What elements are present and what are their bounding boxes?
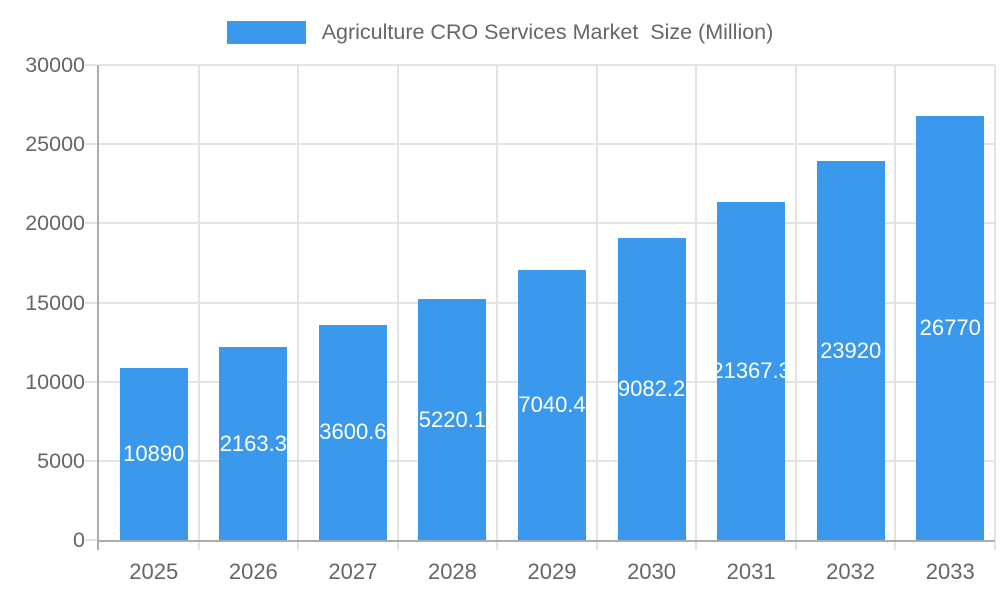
y-tick-mark xyxy=(85,143,97,146)
bar-value-label-2028: 15220.15 xyxy=(418,406,487,432)
x-axis-label-2026: 2026 xyxy=(228,559,278,584)
gridline-x-3 xyxy=(397,65,399,540)
x-tick-mark xyxy=(496,542,498,550)
bar-2031[interactable]: 21367.3 xyxy=(717,201,786,540)
plot-area: 0 5000 10000 15000 20000 25000 30000 10890 2025 1… xyxy=(25,53,996,584)
x-tick-mark xyxy=(795,542,797,550)
bar-2033[interactable]: 26770 xyxy=(916,116,985,540)
bar-value-label-2033: 26770 xyxy=(919,315,981,341)
bar-value-label-2030: 19082.25 xyxy=(617,375,686,401)
x-axis-label-2028: 2028 xyxy=(427,559,477,584)
bar-value-label-2032: 23920 xyxy=(820,337,882,363)
bar-2027[interactable]: 13600.65 xyxy=(318,324,387,540)
bar-value-label-2026: 12163.35 xyxy=(219,430,287,456)
y-axis-label-20000: 20000 xyxy=(25,211,85,236)
gridline-y-30000 xyxy=(99,64,995,66)
bar-value-label-2029: 17040.45 xyxy=(518,392,586,418)
x-tick-mark xyxy=(994,542,996,550)
x-axis-label-2029: 2029 xyxy=(527,559,577,584)
y-tick-mark xyxy=(85,64,97,66)
y-axis-label-15000: 15000 xyxy=(25,290,85,315)
x-tick-mark xyxy=(695,542,697,550)
bar-value-label-2031: 21367.3 xyxy=(717,357,786,383)
gridline-y-20000 xyxy=(99,222,995,225)
y-axis-label-5000: 5000 xyxy=(37,448,85,473)
bar-2030[interactable]: 19082.25 xyxy=(617,237,686,540)
gridline-x-1 xyxy=(198,65,200,540)
bar-2029[interactable]: 17040.45 xyxy=(518,270,586,540)
x-tick-mark xyxy=(397,542,399,550)
gridline-x-9 xyxy=(994,65,996,540)
gridline-x-5 xyxy=(596,65,598,540)
y-tick-mark xyxy=(85,380,97,383)
x-tick-mark xyxy=(198,542,200,550)
x-tick-mark xyxy=(894,542,896,550)
legend-label: Agriculture CRO Services Market Size (Mi… xyxy=(321,20,774,44)
bar-2028[interactable]: 15220.15 xyxy=(418,299,487,540)
y-tick-mark xyxy=(85,539,97,541)
y-axis-label-30000: 30000 xyxy=(25,53,85,77)
x-axis-label-2025: 2025 xyxy=(129,559,179,584)
gridline-x-6 xyxy=(695,65,697,540)
y-tick-mark xyxy=(85,459,97,462)
y-tick-mark xyxy=(85,301,97,304)
y-axis-label-25000: 25000 xyxy=(25,132,85,157)
gridline-x-4 xyxy=(496,65,498,540)
x-tick-mark xyxy=(297,542,299,550)
x-axis-label-2031: 2031 xyxy=(726,559,776,584)
x-tick-mark xyxy=(596,542,598,550)
gridline-x-2 xyxy=(297,65,299,540)
y-axis-label-0: 0 xyxy=(73,528,85,552)
x-axis-label-2027: 2027 xyxy=(328,559,378,584)
gridline-x-7 xyxy=(795,65,797,540)
gridline-y-25000 xyxy=(99,143,995,146)
bar-2026[interactable]: 12163.35 xyxy=(219,347,288,540)
legend[interactable]: Agriculture CRO Services Market Size (Mi… xyxy=(0,19,1000,45)
x-axis-label-2030: 2030 xyxy=(627,559,677,584)
legend-color-swatch-icon xyxy=(226,20,306,44)
bar-2032[interactable]: 23920 xyxy=(816,161,885,540)
x-axis-label-2033: 2033 xyxy=(925,559,975,584)
gridline-x-8 xyxy=(894,65,896,540)
y-tick-mark xyxy=(85,222,97,225)
bar-value-label-2025: 10890 xyxy=(123,440,185,466)
bar-value-label-2027: 13600.65 xyxy=(319,419,387,445)
y-axis-tick-mark xyxy=(97,542,99,550)
x-axis-label-2032: 2032 xyxy=(826,559,876,584)
y-axis-label-10000: 10000 xyxy=(25,369,85,394)
bar-2025[interactable]: 10890 xyxy=(119,367,188,540)
